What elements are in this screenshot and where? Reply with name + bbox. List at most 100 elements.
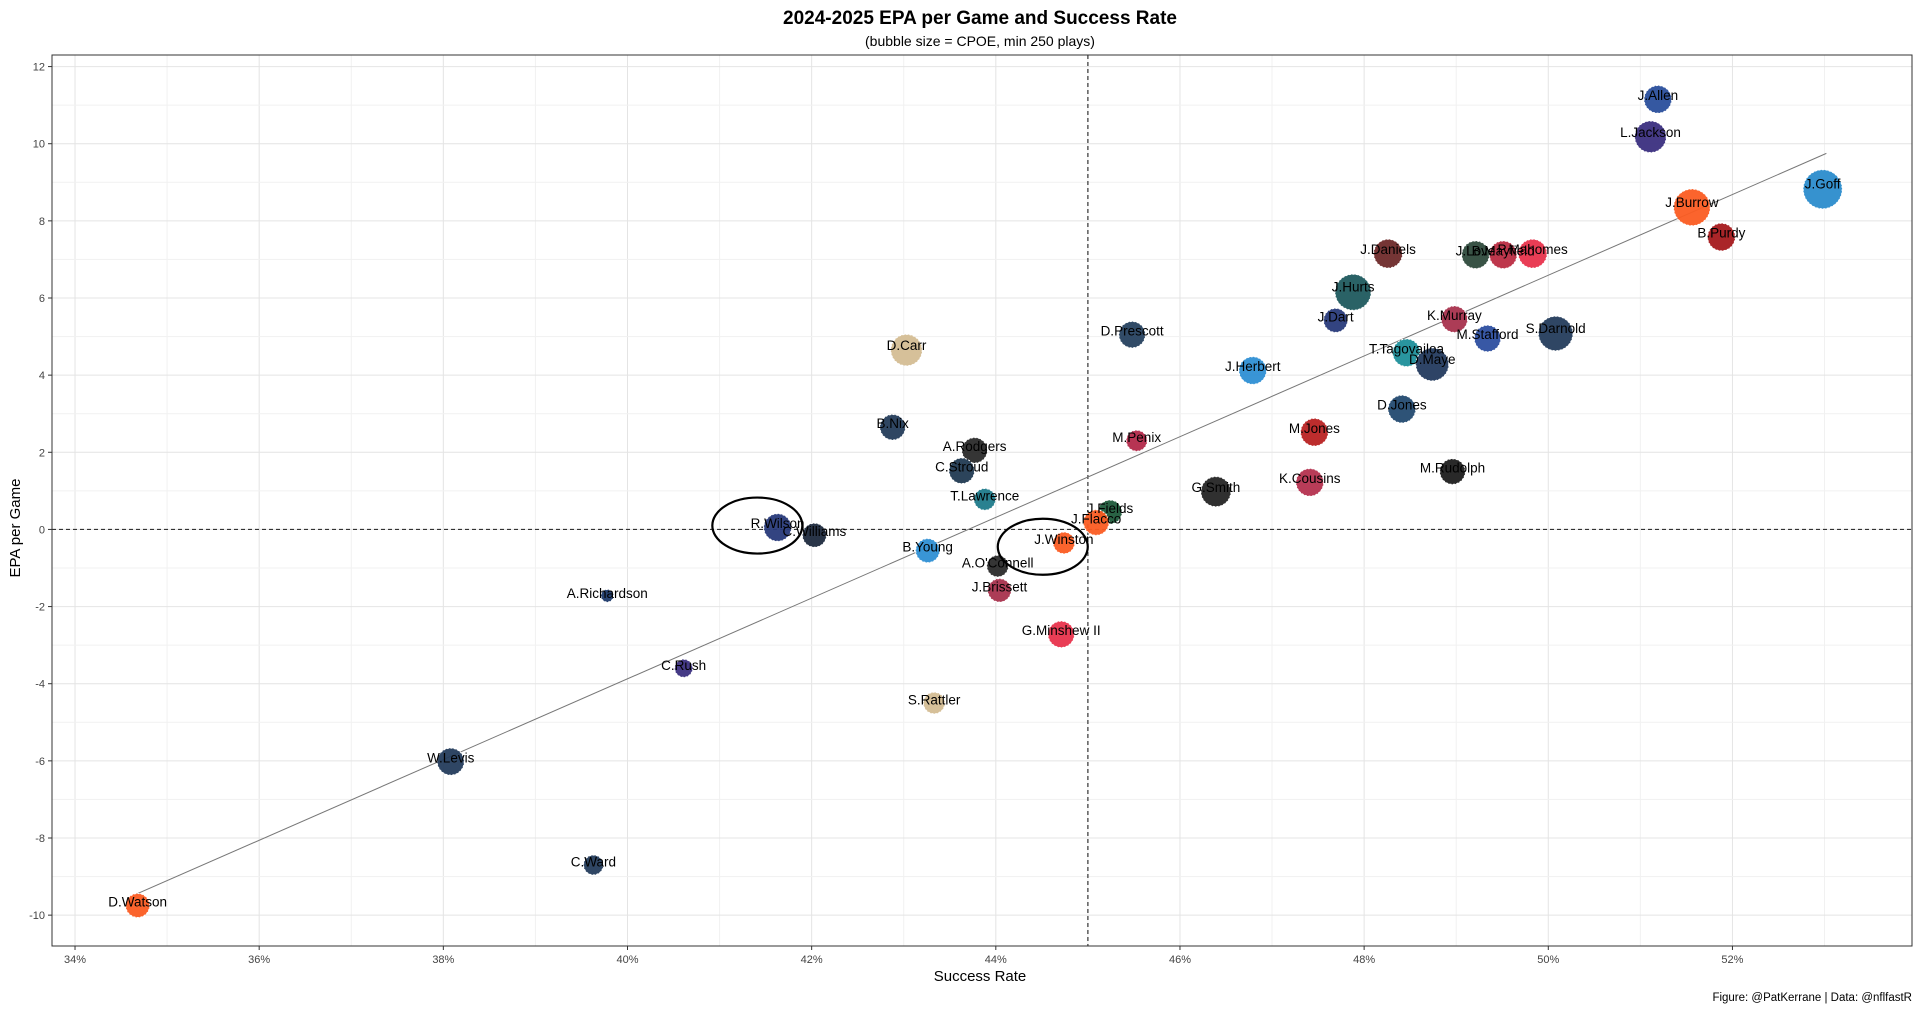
point-label: G.Minshew II [1022,623,1101,638]
point-label: J.Brissett [972,579,1028,594]
x-tick-label: 52% [1721,954,1743,966]
x-tick-label: 44% [985,954,1007,966]
x-tick-label: 34% [64,954,86,966]
y-tick-label: 10 [33,139,45,151]
y-axis-label: EPA per Game [7,479,24,578]
highlight-ellipse [711,496,804,555]
y-tick-label: 6 [39,293,45,305]
point-label: J.Dart [1318,309,1354,324]
data-point [125,893,151,918]
data-point [1373,238,1403,269]
data-point [583,854,604,876]
data-point [915,538,941,564]
y-tick-label: 2 [39,447,45,459]
data-point [674,658,694,678]
point-label: M.Jones [1289,421,1340,436]
data-point [1082,509,1110,536]
point-label: D.Watson [108,895,167,910]
x-tick-label: 46% [1169,954,1191,966]
trend-line [136,152,1827,895]
x-tick-label: 48% [1353,954,1375,966]
chart-subtitle: (bubble size = CPOE, min 250 plays) [865,33,1095,49]
point-label: B.Young [902,540,953,555]
point-label: K.Murray [1427,308,1482,323]
figure-caption: Figure: @PatKerrane | Data: @nflfastR [1712,992,1912,1004]
point-label: W.Levis [427,750,475,765]
data-point [922,691,946,715]
point-label: A.Richardson [567,586,648,601]
highlight-ellipse [996,517,1089,576]
point-labels: J.Allen L.Jackson J.Goff J.Burrow B.Purdy P.M… [108,88,1841,910]
y-tick-label: -2 [35,602,45,614]
y-tick-label: -6 [35,756,45,768]
point-label: J.Love [1456,243,1496,258]
data-point [1439,458,1466,485]
y-tick-label: 12 [33,62,45,74]
data-point [1473,324,1502,353]
x-tick-label: 50% [1537,954,1559,966]
point-label: J.Winston [1034,532,1093,547]
point-label: T.Tagovailoa [1369,341,1445,356]
point-label: T.Lawrence [950,489,1019,504]
point-label: S.Rattler [908,692,961,707]
point-label: D.Carr [887,338,927,353]
y-tick-label: 0 [39,524,45,536]
x-tick-label: 38% [432,954,454,966]
data-point [1643,85,1673,114]
point-label: B.Mayfield [1472,243,1535,258]
data-point [1517,238,1548,269]
point-label: D.Jones [1377,398,1427,413]
data-point [1125,429,1148,452]
data-point [1118,320,1146,349]
plot-panel-border [51,54,1913,947]
data-point [879,413,906,441]
data-point [1707,222,1736,252]
data-point [600,588,615,603]
reference-lines [52,55,1912,946]
point-label: D.Maye [1409,352,1456,367]
point-label: A.O'Connell [962,555,1034,570]
data-point [1300,417,1329,447]
point-label: J.Daniels [1360,242,1416,257]
y-axis-ticks: -10 -8 -6 -4 -2 0 2 4 6 8 10 12 [29,62,52,922]
point-label: J.Fields [1087,501,1134,516]
data-point [1802,169,1843,210]
point-label: J.Goff [1805,176,1841,191]
point-label: A.Rodgers [943,439,1007,454]
data-point [987,578,1012,603]
data-point [1673,188,1711,227]
x-axis-ticks: 34% 36% 38% 40% 42% 44% 46% 48% 50% 52% [64,946,1744,966]
data-point [1334,273,1372,311]
data-point [961,437,988,464]
data-point [1238,356,1268,385]
point-label: C.Ward [571,855,616,870]
data-point [948,457,975,485]
y-tick-label: 8 [39,216,45,228]
point-label: P.Mahomes [1497,242,1568,257]
data-point [801,522,827,548]
x-tick-label: 40% [616,954,638,966]
y-tick-label: 4 [39,370,45,382]
point-label: R.Wilson [751,516,805,531]
point-label: J.Burrow [1665,195,1719,210]
highlight-ellipses [711,496,1089,576]
data-point [1200,476,1232,508]
y-tick-label: -8 [35,833,45,845]
point-label: L.Jackson [1620,125,1681,140]
data-point [763,513,792,542]
point-label: K.Cousins [1279,471,1341,486]
point-label: M.Penix [1112,430,1161,445]
data-point [890,333,923,367]
data-point [1052,531,1076,555]
point-label: M.Stafford [1456,327,1518,342]
data-point [1634,120,1667,154]
data-point [1047,620,1075,649]
data-point [1537,315,1574,352]
y-tick-label: -4 [35,679,45,691]
point-label: G.Smith [1191,480,1240,495]
x-axis-label: Success Rate [934,968,1027,985]
data-points [125,85,1843,918]
point-label: J.Allen [1638,88,1679,103]
data-point [1295,468,1325,497]
